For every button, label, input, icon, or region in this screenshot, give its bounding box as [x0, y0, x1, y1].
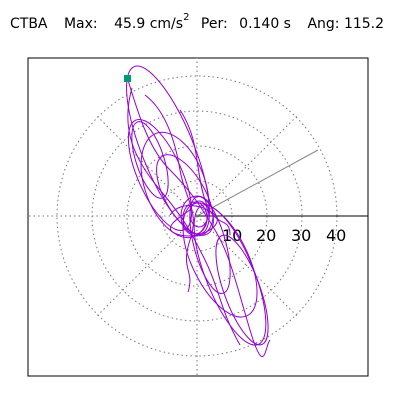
- trace-loop: [131, 121, 169, 199]
- trace-path: [179, 109, 231, 236]
- header-line: CTBA Max: 45.9 cm/s2 Per: 0.140 s Ang: 1…: [10, 12, 385, 32]
- trace-path: [127, 79, 271, 358]
- direction-line: [196, 149, 319, 217]
- polar-grid: [28, 58, 338, 376]
- trace-path: [144, 94, 194, 293]
- max-label: Max:: [63, 15, 98, 32]
- trace-loop: [156, 154, 214, 236]
- trace-loop: [215, 234, 269, 346]
- station-code: CTBA: [10, 15, 48, 32]
- period-label: Per:: [200, 15, 228, 32]
- trace-path: [169, 205, 218, 237]
- trace-loop: [140, 131, 210, 239]
- trace-loop: [189, 196, 231, 294]
- tick-label-20: 20: [256, 226, 276, 245]
- tick-label-40: 40: [326, 226, 346, 245]
- tick-label-30: 30: [291, 226, 311, 245]
- start-marker: [124, 75, 131, 82]
- angle-value: 115.2: [343, 15, 385, 32]
- particle-motion-trace: [126, 65, 271, 358]
- period-value: 0.140 s: [239, 15, 291, 32]
- grid-spoke: [196, 114, 299, 217]
- max-unit: cm/s: [149, 15, 184, 32]
- trace-path: [127, 87, 241, 346]
- plot-frame: [27, 57, 369, 377]
- grid-spoke: [95, 215, 198, 318]
- ring-tick-labels: 10 20 30 40: [222, 226, 346, 245]
- max-value: 45.9: [114, 15, 146, 32]
- trace-loop: [127, 118, 193, 232]
- grid-spoke: [95, 114, 198, 217]
- angle-label: Ang:: [307, 15, 340, 32]
- grid-spoke: [196, 215, 299, 318]
- trace-loop: [189, 200, 209, 228]
- max-unit-exponent: 2: [183, 12, 190, 23]
- tick-label-10: 10: [222, 226, 242, 245]
